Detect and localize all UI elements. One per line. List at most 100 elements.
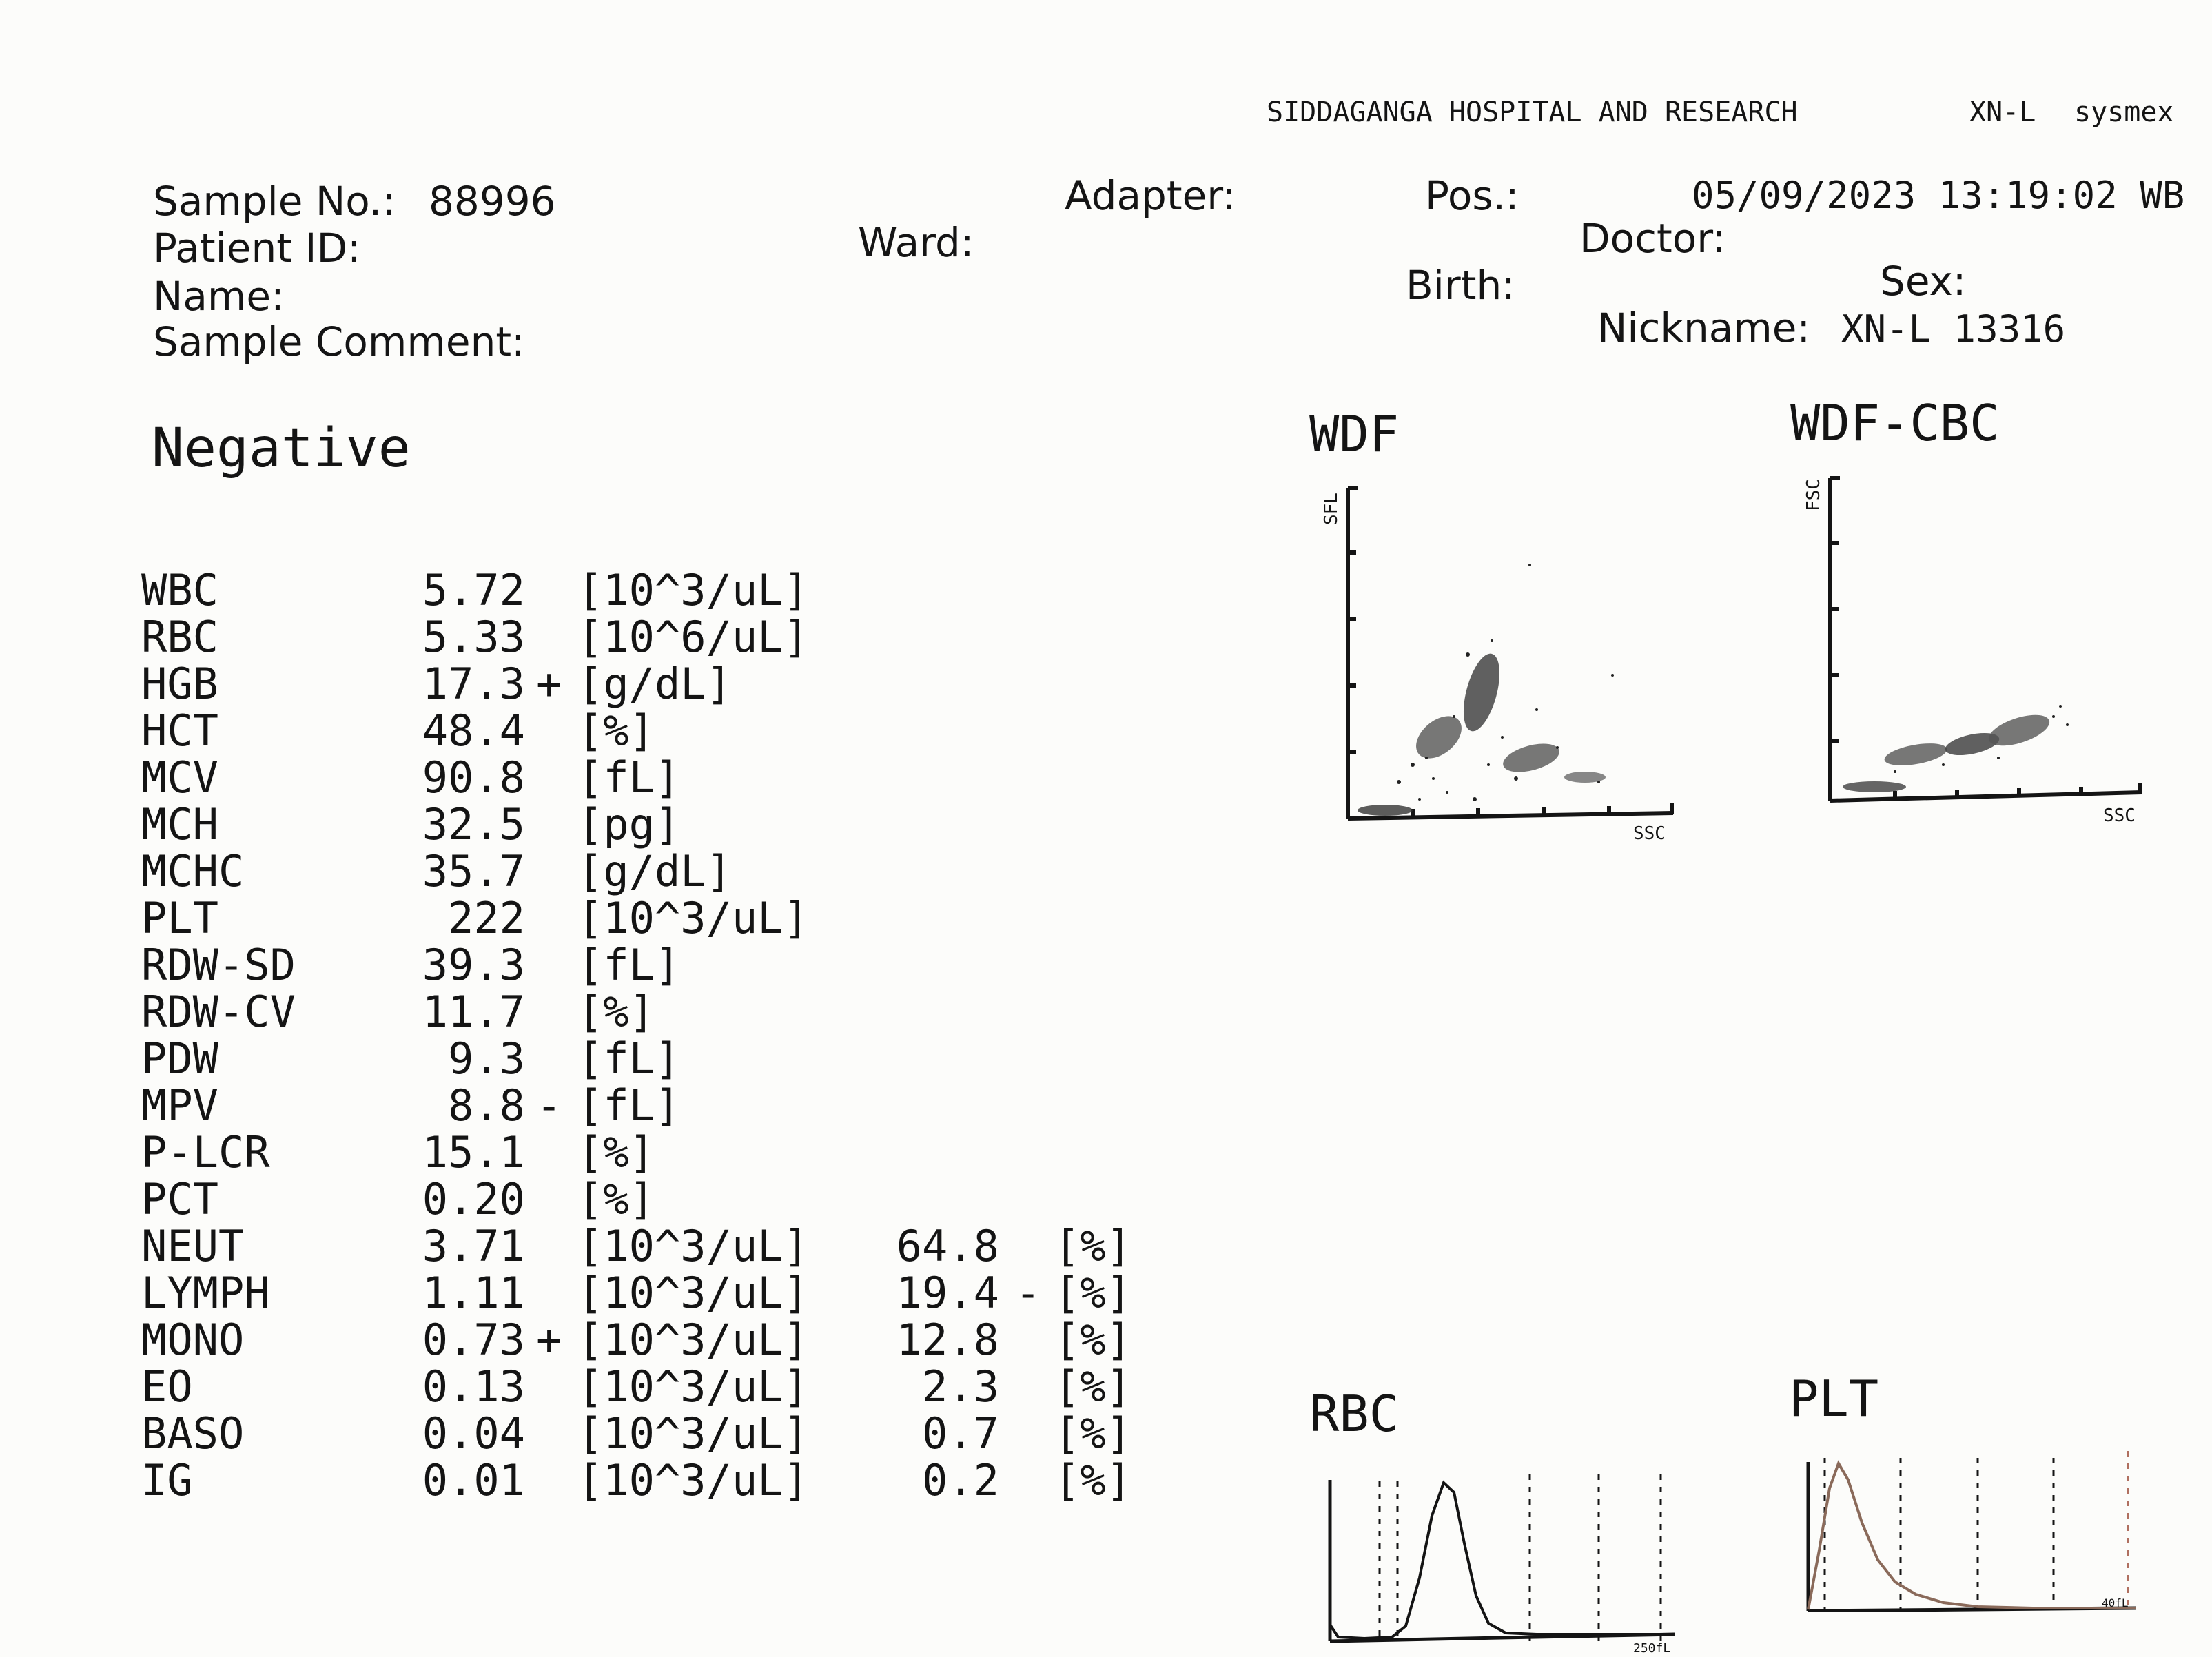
- result-unit: [fL]: [577, 1080, 681, 1131]
- result-value: 0.04: [422, 1408, 525, 1459]
- birth-label: Birth:: [1406, 262, 1515, 309]
- result-name: IG: [141, 1455, 193, 1505]
- result-unit: [%]: [577, 987, 655, 1037]
- wdf-cbc-ylabel: FSC: [1803, 479, 1824, 511]
- result-value: 9.3: [448, 1033, 525, 1084]
- result-row: NEUT 3.71 [10^3/uL] 64.8 [%]: [0, 1221, 1171, 1271]
- result-unit: [10^3/uL]: [577, 1221, 809, 1271]
- result-row: PCT 0.20 [%]: [0, 1174, 1171, 1224]
- analyzer-model: XN-L: [1969, 96, 2036, 128]
- wdf-title: WDF: [1309, 405, 1400, 463]
- result-row: EO 0.13 [10^3/uL] 2.3 [%]: [0, 1361, 1171, 1412]
- wdf-cbc-cluster-high: [1988, 714, 2050, 746]
- result-percent-unit: [%]: [1054, 1455, 1131, 1505]
- result-unit: [10^3/uL]: [577, 1315, 809, 1365]
- rbc-distribution-curve: [1329, 1480, 1675, 1640]
- result-name: MCH: [141, 799, 218, 850]
- result-row: WBC 5.72 [10^3/uL]: [0, 565, 1171, 615]
- result-row: BASO 0.04 [10^3/uL] 0.7 [%]: [0, 1408, 1171, 1459]
- result-name: BASO: [141, 1408, 245, 1459]
- result-name: EO: [141, 1361, 193, 1412]
- result-value: 35.7: [422, 846, 525, 896]
- result-percent-unit: [%]: [1054, 1268, 1131, 1318]
- doctor-label: Doctor:: [1579, 215, 1726, 262]
- result-percent-unit: [%]: [1054, 1408, 1131, 1459]
- result-row: MCH 32.5 [pg]: [0, 799, 1171, 850]
- wdf-ylabel: SFL: [1321, 493, 1342, 525]
- ward-label: Ward:: [858, 219, 974, 266]
- result-value: 90.8: [422, 752, 525, 803]
- rbc-hist-xmax: 250fL: [1633, 1641, 1670, 1654]
- result-row: PLT 222 [10^3/uL]: [0, 893, 1171, 943]
- result-unit: [%]: [577, 706, 655, 756]
- wdf-cbc-title: WDF-CBC: [1790, 394, 2000, 452]
- wdf-debris-cluster: [1358, 805, 1413, 816]
- result-unit: [%]: [577, 1127, 655, 1177]
- nickname-label: Nickname:: [1597, 305, 1811, 351]
- result-value: 11.7: [422, 987, 525, 1037]
- result-unit: [10^3/uL]: [577, 1361, 809, 1412]
- pos-label: Pos.:: [1425, 172, 1519, 219]
- result-name: LYMPH: [141, 1268, 270, 1318]
- result-value: 48.4: [422, 706, 525, 756]
- result-unit: [g/dL]: [577, 659, 732, 709]
- wdf-xlabel: SSC: [1633, 823, 1666, 844]
- result-name: WBC: [141, 565, 218, 615]
- result-row: RDW-SD 39.3 [fL]: [0, 940, 1171, 990]
- wdf-cbc-scattergram: FSC SSC: [1803, 476, 2142, 826]
- result-unit: [g/dL]: [577, 846, 732, 896]
- result-value: 8.8: [448, 1080, 525, 1131]
- result-value: 1.11: [422, 1268, 525, 1318]
- wdf-neut-cluster: [1503, 743, 1559, 772]
- result-row: RBC 5.33 [10^6/uL]: [0, 612, 1171, 662]
- judgment-status: Negative: [152, 418, 411, 480]
- result-flag: +: [536, 1315, 562, 1365]
- result-unit: [fL]: [577, 1033, 681, 1084]
- rbc-hist-title: RBC: [1309, 1385, 1400, 1443]
- result-percent: 0.2: [922, 1455, 999, 1505]
- sample-comment-label: Sample Comment:: [153, 318, 525, 365]
- result-name: P-LCR: [141, 1127, 270, 1177]
- result-unit: [10^3/uL]: [577, 1268, 809, 1318]
- result-row: MCHC 35.7 [g/dL]: [0, 846, 1171, 896]
- plt-hist-xmax: 40fL: [2102, 1596, 2129, 1609]
- plt-histogram: 40fL: [1806, 1451, 2137, 1612]
- result-name: RDW-CV: [141, 987, 296, 1037]
- result-name: MPV: [141, 1080, 218, 1131]
- result-name: PCT: [141, 1174, 218, 1224]
- wdf-scattergram: SFL SSC: [1321, 486, 1674, 844]
- name-label: Name:: [153, 273, 285, 320]
- result-value: 0.13: [422, 1361, 525, 1412]
- result-percent-unit: [%]: [1054, 1315, 1131, 1365]
- result-unit: [fL]: [577, 752, 681, 803]
- result-unit: [10^3/uL]: [577, 893, 809, 943]
- result-name: HGB: [141, 659, 218, 709]
- result-row: P-LCR 15.1 [%]: [0, 1127, 1171, 1177]
- result-flag: -: [536, 1080, 562, 1131]
- result-unit: [10^3/uL]: [577, 1408, 809, 1459]
- result-name: HCT: [141, 706, 218, 756]
- result-value: 39.3: [422, 940, 525, 990]
- result-name: MCHC: [141, 846, 245, 896]
- rbc-histogram: 250fL: [1328, 1474, 1675, 1654]
- result-row: HGB 17.3 + [g/dL]: [0, 659, 1171, 709]
- result-name: MCV: [141, 752, 218, 803]
- result-row: HCT 48.4 [%]: [0, 706, 1171, 756]
- wdf-lymph-cluster: [1416, 716, 1462, 759]
- result-unit: [10^3/uL]: [577, 565, 809, 615]
- result-row: IG 0.01 [10^3/uL] 0.2 [%]: [0, 1455, 1171, 1505]
- result-value: 15.1: [422, 1127, 525, 1177]
- wdf-cbc-cluster-low: [1884, 743, 1947, 765]
- result-value: 5.33: [422, 612, 525, 662]
- sample-no-label: Sample No.:: [153, 178, 396, 225]
- result-row: PDW 9.3 [fL]: [0, 1033, 1171, 1084]
- result-value: 3.71: [422, 1221, 525, 1271]
- result-percent: 64.8: [896, 1221, 999, 1271]
- result-percent-flag: -: [1015, 1268, 1041, 1318]
- result-row: RDW-CV 11.7 [%]: [0, 987, 1171, 1037]
- wdf-cbc-debris: [1843, 781, 1906, 792]
- result-name: PDW: [141, 1033, 218, 1084]
- wdf-eo-cluster: [1564, 772, 1606, 783]
- result-value: 0.01: [422, 1455, 525, 1505]
- result-flag: +: [536, 659, 562, 709]
